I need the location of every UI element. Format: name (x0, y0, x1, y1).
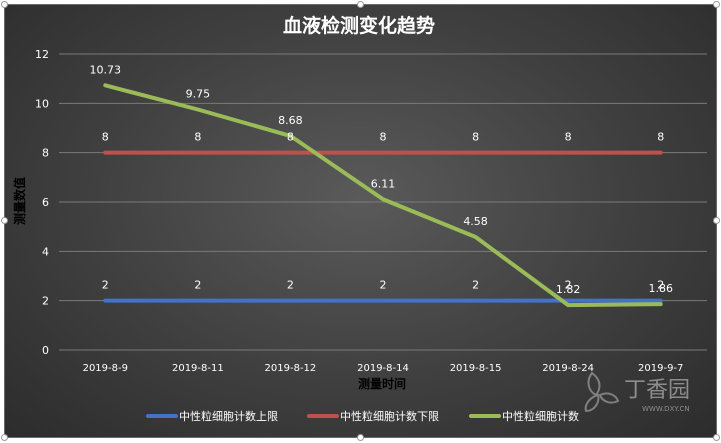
data-label: 8 (657, 131, 664, 144)
y-tick-label: 0 (42, 344, 49, 357)
x-tick-label: 2019-8-15 (450, 363, 502, 374)
watermark-text: 丁香园 (624, 378, 690, 403)
chart-title: 血液检测变化趋势 (283, 14, 435, 37)
data-label: 2 (102, 279, 109, 292)
watermark-url: WWW.DXY.CN (642, 405, 690, 413)
y-axis-label: 测量数值 (12, 177, 27, 225)
data-label: 4.58 (463, 215, 488, 228)
watermark: 丁香园 WWW.DXY.CN (578, 365, 698, 419)
data-label: 8 (287, 131, 294, 144)
resize-handle-middle-left[interactable] (1, 217, 8, 224)
data-label: 1.86 (648, 282, 673, 295)
y-tick-label: 8 (42, 147, 49, 160)
legend-entry: 中性粒细胞计数下限 (340, 409, 439, 423)
data-label: 2 (287, 279, 294, 292)
x-tick-label: 2019-8-24 (542, 363, 594, 374)
data-label: 1.82 (556, 283, 581, 296)
legend: 中性粒细胞计数上限 中性粒细胞计数下限 中性粒细胞计数 (146, 409, 579, 423)
data-label: 2 (194, 279, 201, 292)
chart-area[interactable]: 血液检测变化趋势 0 2 4 6 8 10 12 2019-8-9 2019-8-11 2019… (4, 4, 717, 438)
data-label: 2 (565, 279, 572, 292)
data-label: 10.73 (90, 63, 122, 76)
x-tick-label: 2019-9-7 (638, 363, 683, 374)
x-tick-label: 2019-8-11 (172, 363, 224, 374)
x-tick-label: 2019-8-12 (265, 363, 317, 374)
series-lines (103, 83, 663, 308)
data-label: 9.75 (186, 88, 211, 101)
series-line-2 (103, 83, 663, 308)
x-tick-label: 2019-8-9 (83, 363, 128, 374)
resize-handle-bottom-right[interactable] (713, 434, 720, 441)
y-tick-label: 6 (42, 196, 49, 209)
resize-handle-bottom-left[interactable] (1, 434, 8, 441)
y-tick-label: 4 (42, 245, 49, 258)
data-label: 8.68 (278, 114, 303, 127)
x-axis-label: 测量时间 (358, 376, 406, 391)
data-labels: 2 2 2 2 2 2 2 8 8 8 8 8 8 8 10.73 9.75 8.68 6.11 4.58 1.82 1… (90, 63, 673, 296)
resize-handle-middle-right[interactable] (713, 217, 720, 224)
resize-handle-top-right[interactable] (713, 1, 720, 8)
data-label: 2 (380, 279, 387, 292)
data-label: 8 (380, 131, 387, 144)
x-axis-ticks: 2019-8-9 2019-8-11 2019-8-12 2019-8-14 2019-… (83, 363, 684, 374)
data-label: 8 (565, 131, 572, 144)
legend-entry: 中性粒细胞计数 (502, 409, 579, 423)
data-label: 8 (194, 131, 201, 144)
data-label: 8 (102, 131, 109, 144)
y-axis-ticks: 0 2 4 6 8 10 12 (35, 48, 49, 357)
data-label: 2 (657, 279, 664, 292)
x-tick-label: 2019-8-14 (357, 363, 409, 374)
legend-entry: 中性粒细胞计数上限 (179, 409, 278, 423)
resize-handle-bottom-center[interactable] (357, 434, 364, 441)
data-label: 2 (472, 279, 479, 292)
y-tick-label: 12 (35, 48, 49, 61)
resize-handle-top-left[interactable] (1, 1, 8, 8)
y-tick-label: 2 (42, 295, 49, 308)
data-label: 8 (472, 131, 479, 144)
watermark-logo-icon (584, 371, 620, 413)
data-label: 6.11 (371, 177, 396, 190)
y-tick-label: 10 (35, 97, 49, 110)
resize-handle-top-center[interactable] (357, 1, 364, 8)
